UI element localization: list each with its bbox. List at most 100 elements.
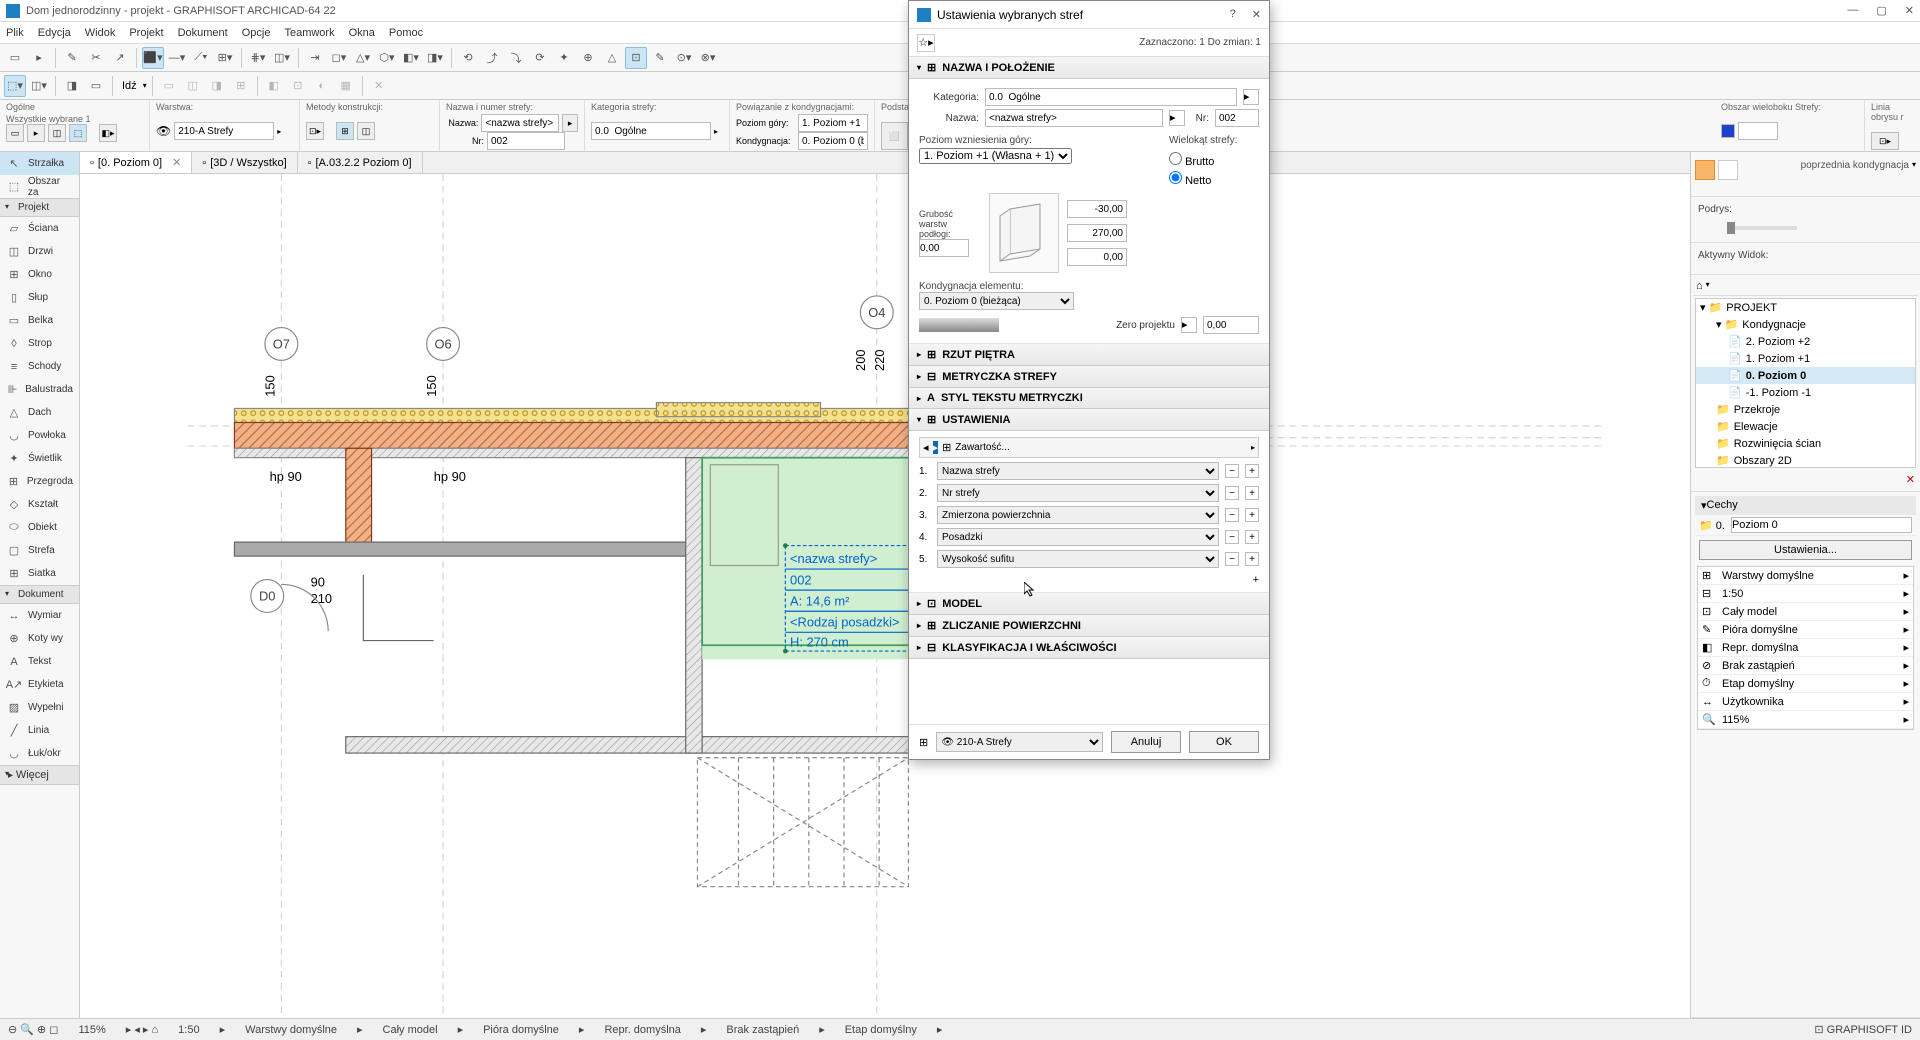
netto-radio[interactable]: Netto <box>1169 171 1259 187</box>
menu-item[interactable]: Teamwork <box>284 27 334 39</box>
zero-field[interactable] <box>1203 316 1259 334</box>
tool-btn[interactable]: ⬛▾ <box>142 47 164 69</box>
tool-door[interactable]: ◫Drzwi <box>0 240 79 263</box>
tool-btn[interactable]: ▭ <box>85 75 107 97</box>
opt-select[interactable]: Zmierzona powierzchnia <box>937 506 1219 524</box>
prop-row[interactable]: ⊞Warstwy domyślne▸ <box>1698 567 1913 585</box>
minus-btn[interactable]: − <box>1225 552 1239 566</box>
plus-btn[interactable]: + <box>1245 464 1259 478</box>
tool-btn[interactable]: ◨▾ <box>424 47 446 69</box>
tool-btn[interactable]: ⤵ <box>505 47 527 69</box>
tool-btn[interactable]: ⊡ <box>625 47 647 69</box>
tool-btn[interactable]: ✕ <box>368 75 390 97</box>
tool-btn[interactable]: ◫▾ <box>28 75 50 97</box>
tool-curtain[interactable]: ⊞Przegroda <box>0 470 79 493</box>
tool-object[interactable]: ⬭Obiekt <box>0 516 79 539</box>
status-override[interactable]: Brak zastąpień <box>726 1024 799 1036</box>
section-header[interactable]: ▸⊞RZUT PIĘTRA <box>909 344 1269 366</box>
tool-line[interactable]: ╱Linia <box>0 719 79 742</box>
prop-row[interactable]: ⏱Etap domyślny▸ <box>1698 675 1913 693</box>
tool-btn[interactable]: ⊗▾ <box>697 47 719 69</box>
view-mode-btn[interactable] <box>1695 160 1715 180</box>
slider-btn[interactable] <box>1803 221 1817 235</box>
toolgroup-dokument[interactable]: Dokument <box>0 585 79 604</box>
idz-label[interactable]: Idź <box>118 80 141 92</box>
tab[interactable]: ▫[3D / Wszystko] <box>192 152 297 173</box>
canvas[interactable]: ▫[0. Poziom 0]✕ ▫[3D / Wszystko] ▫[A.03.… <box>80 152 1690 1018</box>
prev-story-label[interactable]: poprzednia kondygnacja <box>1801 160 1909 180</box>
zoom-value[interactable]: 115% <box>78 1024 105 1036</box>
tool-btn[interactable]: ✎ <box>61 47 83 69</box>
tool-window[interactable]: ⊞Okno <box>0 263 79 286</box>
prop-row[interactable]: ✎Pióra domyślne▸ <box>1698 621 1913 639</box>
section-header[interactable]: ▸ASTYL TEKSTU METRYCZKI <box>909 388 1269 409</box>
kond-elem-select[interactable]: 0. Poziom 0 (bieżąca) <box>919 292 1074 310</box>
opt-select[interactable]: Nr strefy <box>937 484 1219 502</box>
dim-field[interactable] <box>1067 224 1127 242</box>
cechy-input[interactable] <box>1731 517 1912 533</box>
menu-item[interactable]: Pomoc <box>389 27 423 39</box>
tool-btn[interactable]: ⊞ <box>230 75 252 97</box>
tool-btn[interactable]: ◫▾ <box>271 47 293 69</box>
tool-arc[interactable]: ◡Łuk/okr <box>0 742 79 765</box>
menu-item[interactable]: Opcje <box>242 27 271 39</box>
tool-roof[interactable]: △Dach <box>0 401 79 424</box>
obrys-btn[interactable]: ⊡▸ <box>1871 132 1899 150</box>
status-repr[interactable]: Repr. domyślna <box>604 1024 680 1036</box>
tool-btn[interactable]: △▾ <box>352 47 374 69</box>
opacity-slider[interactable] <box>1727 226 1797 230</box>
anuluj-button[interactable]: Anuluj <box>1111 731 1181 753</box>
opt-select[interactable]: Posadzki <box>937 528 1219 546</box>
tool-beam[interactable]: ▭Belka <box>0 309 79 332</box>
nav-btn[interactable]: ◂ <box>923 441 929 454</box>
layer-select[interactable]: 👁 210-A Strefy <box>936 732 1103 752</box>
status-layers[interactable]: Warstwy domyślne <box>245 1024 337 1036</box>
tool-fill[interactable]: ▨Wypełni <box>0 696 79 719</box>
tool-btn[interactable]: ◫ <box>182 75 204 97</box>
status-model[interactable]: Cały model <box>383 1024 438 1036</box>
prop-row[interactable]: ⊡Cały model▸ <box>1698 603 1913 621</box>
geom-btn[interactable]: ◫ <box>357 122 375 140</box>
menu-item[interactable]: Dokument <box>178 27 228 39</box>
minus-btn[interactable]: − <box>1225 486 1239 500</box>
tool-btn[interactable]: ▸ <box>28 47 50 69</box>
section-header[interactable]: ▸⊟KLASYFIKACJA I WŁAŚCIWOŚCI <box>909 637 1269 659</box>
tool-btn[interactable]: ⊕ <box>577 47 599 69</box>
dim-field[interactable] <box>1067 248 1127 266</box>
prop-row[interactable]: ⊟1:50▸ <box>1698 585 1913 603</box>
status-etap[interactable]: Etap domyślny <box>845 1024 917 1036</box>
info-btn[interactable]: ⬚ <box>69 124 87 142</box>
tool-arrow[interactable]: ↖Strzałka <box>0 152 79 175</box>
tool-btn[interactable]: ◨ <box>206 75 228 97</box>
tool-btn[interactable]: ▦ <box>335 75 357 97</box>
zawartosc-label[interactable]: Zawartość... <box>955 442 1247 453</box>
prop-row[interactable]: 🔍115%▸ <box>1698 711 1913 729</box>
zoom-controls[interactable]: ⊖ 🔍 ⊕ ◻ <box>8 1023 58 1036</box>
section-header[interactable]: ▸⊡MODEL <box>909 593 1269 615</box>
tool-column[interactable]: ▯Słup <box>0 286 79 309</box>
prop-row[interactable]: ↔Użytkownika▸ <box>1698 693 1913 711</box>
view-mode-btn[interactable] <box>1718 160 1738 180</box>
ok-button[interactable]: OK <box>1189 731 1259 753</box>
tool-stair[interactable]: ≡Schody <box>0 355 79 378</box>
tool-railing[interactable]: ⊪Balustrada <box>0 378 79 401</box>
toolgroup-projekt[interactable]: Projekt <box>0 198 79 217</box>
opt-select[interactable]: Wysokość sufitu <box>937 550 1219 568</box>
tool-marquee[interactable]: ⬚Obszar za <box>0 175 79 198</box>
kategoria-input[interactable] <box>591 122 711 140</box>
arrow-btn[interactable]: ▸ <box>1169 110 1185 126</box>
arrow-btn[interactable]: ▸ <box>1181 317 1197 333</box>
opt-select[interactable]: Nazwa strefy <box>937 462 1219 480</box>
tool-btn[interactable]: ✦ <box>553 47 575 69</box>
kond-input[interactable] <box>798 132 868 150</box>
prop-row[interactable]: ⊘Brak zastąpień▸ <box>1698 657 1913 675</box>
tool-btn[interactable]: ↗ <box>109 47 131 69</box>
section-header[interactable]: ▾⊞NAZWA I POŁOŻENIE <box>909 57 1269 79</box>
help-icon[interactable]: ? <box>1230 8 1236 21</box>
tool-morph[interactable]: ◇Kształt <box>0 493 79 516</box>
prop-row[interactable]: ◧Repr. domyślna▸ <box>1698 639 1913 657</box>
brutto-radio[interactable]: Brutto <box>1169 152 1259 168</box>
tool-level[interactable]: ⊕Koty wy <box>0 627 79 650</box>
color-swatch[interactable] <box>1721 124 1735 138</box>
menu-item[interactable]: Okna <box>349 27 375 39</box>
